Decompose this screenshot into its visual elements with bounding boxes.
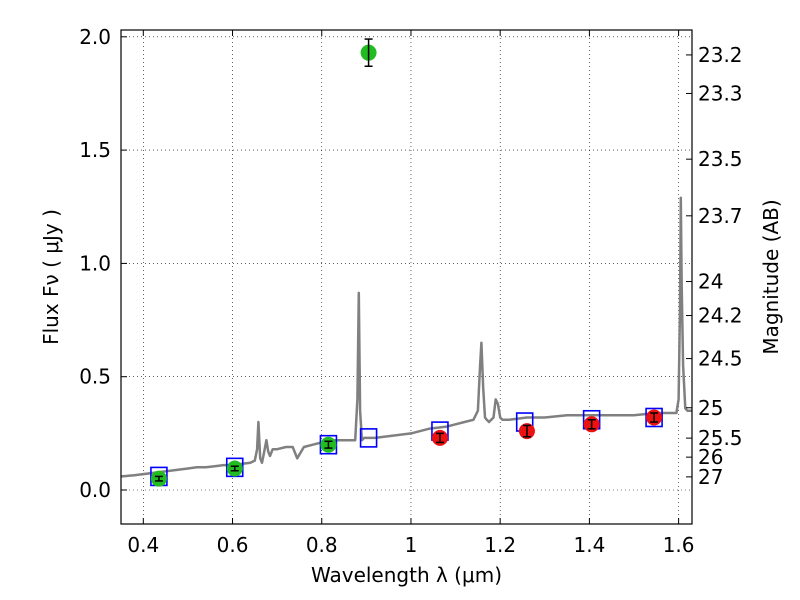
axis-ticks: 0.4 0.6 0.8 1 1.2 1.4 1.6 0.0 0.5 1.0 1.5 2.0 23.2 23… — [79, 25, 742, 557]
y2-tick-label: 24 — [698, 270, 723, 294]
y2-tick-label: 27 — [698, 465, 723, 489]
y2-tick-label: 23.5 — [698, 147, 743, 171]
grid-lines — [121, 30, 692, 524]
plot-frame — [120, 29, 693, 525]
y-tick-label: 0.0 — [79, 478, 111, 502]
y-axis-label: Flux Fν ( μJy ) — [39, 209, 63, 345]
y2-tick-label: 26 — [698, 445, 723, 469]
x-tick-label: 0.8 — [306, 533, 338, 557]
y-tick-label: 0.5 — [79, 365, 111, 389]
y2-tick-label: 23.2 — [698, 43, 743, 67]
x-tick-label: 0.4 — [127, 533, 159, 557]
model-spectrum-line — [120, 196, 692, 478]
x-tick-label: 0.6 — [217, 533, 249, 557]
y2-axis-label: Magnitude (AB) — [759, 199, 783, 354]
x-axis-label: Wavelength λ (μm) — [311, 563, 502, 587]
y-tick-label: 2.0 — [79, 25, 111, 49]
y2-tick-label: 23.7 — [698, 204, 743, 228]
y2-tick-label: 24.5 — [698, 347, 743, 371]
y-tick-label: 1.5 — [79, 138, 111, 162]
x-tick-label: 1.4 — [573, 533, 605, 557]
y2-tick-label: 24.2 — [698, 304, 743, 328]
y2-tick-label: 25.5 — [698, 426, 743, 450]
y2-tick-label: 23.3 — [698, 81, 743, 105]
model-photometry-square — [359, 428, 378, 448]
x-tick-label: 1.2 — [484, 533, 516, 557]
plot-series — [120, 38, 692, 487]
y2-tick-label: 25 — [698, 396, 723, 420]
x-tick-label: 1.6 — [663, 533, 695, 557]
y-tick-label: 1.0 — [79, 251, 111, 275]
x-tick-label: 1 — [405, 533, 418, 557]
